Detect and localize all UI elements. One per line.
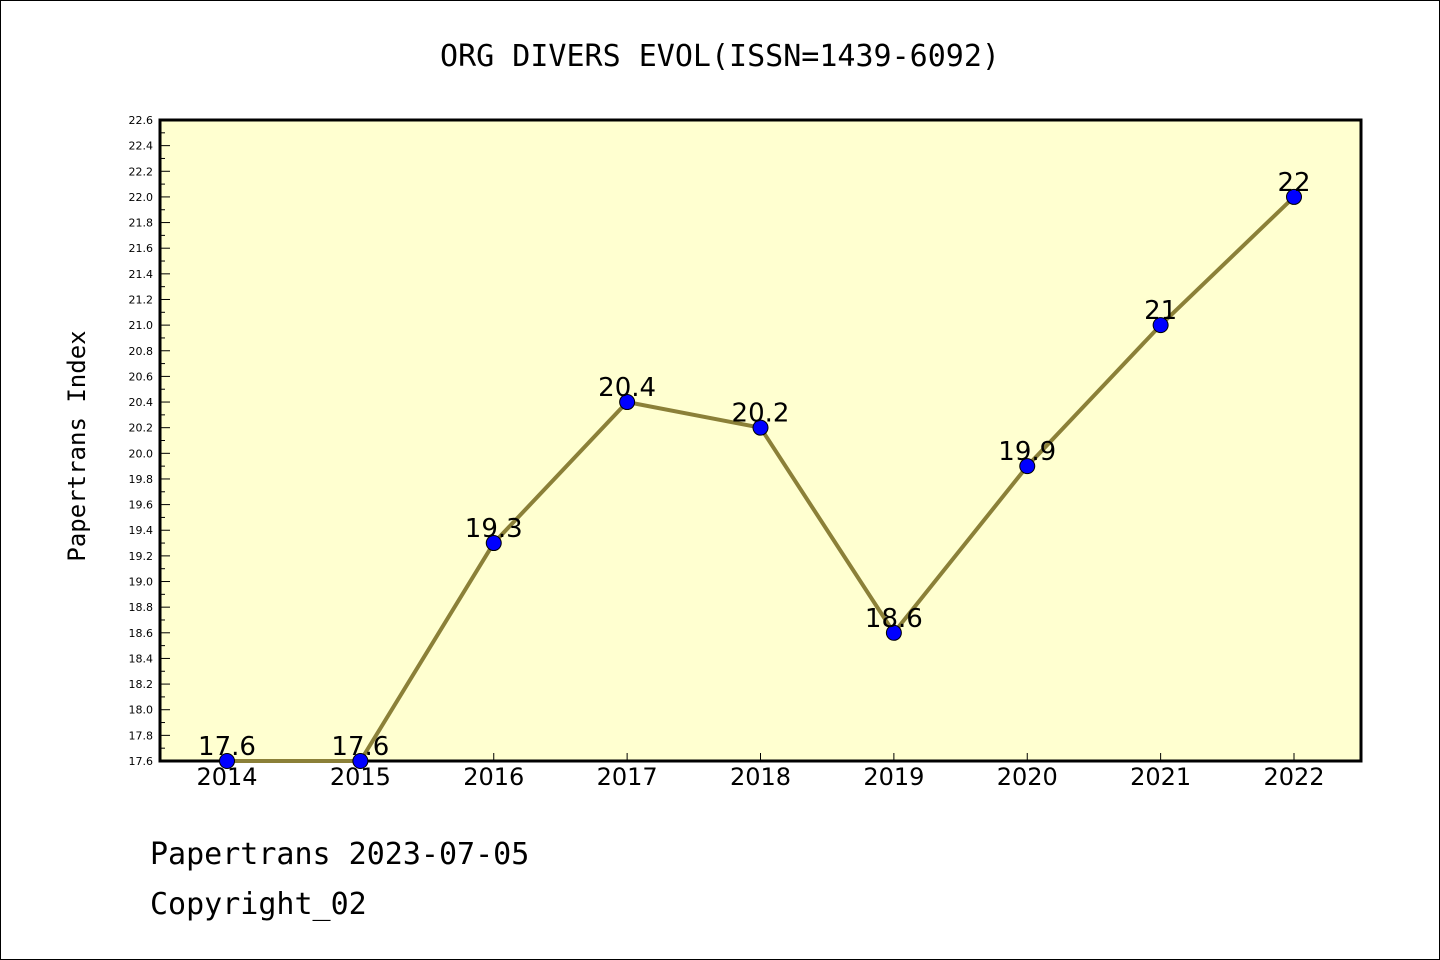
y-tick-label: 21.6	[129, 242, 154, 255]
x-axis: 2014 2015 2016 2017 2018 2019 2020 2021 2022	[196, 753, 1325, 791]
x-tick-label: 2021	[1130, 763, 1191, 791]
data-point	[619, 394, 636, 411]
x-tick-label: 2022	[1263, 763, 1324, 791]
series-layer: 17.6 17.6 19.3 20.4 20.2 18.6 19.9 21 22	[198, 168, 1311, 769]
data-point	[1286, 188, 1302, 205]
x-tick-label: 2016	[463, 763, 524, 791]
data-label: 18.6	[865, 604, 923, 634]
y-tick-label: 21.8	[129, 217, 154, 230]
y-tick-label: 20.8	[129, 345, 154, 358]
data-label: 17.6	[198, 732, 256, 762]
data-point	[1152, 317, 1169, 334]
y-tick-label: 19.6	[129, 499, 154, 512]
y-tick-label: 19.8	[129, 473, 154, 486]
footer-copyright: Copyright_02	[150, 887, 367, 922]
data-point	[485, 535, 502, 552]
y-tick-label: 17.8	[129, 729, 154, 742]
y-tick-label: 20.2	[129, 422, 154, 435]
data-label: 19.9	[998, 437, 1056, 467]
y-tick-label: 20.4	[129, 396, 154, 409]
data-label: 19.3	[465, 514, 523, 544]
data-label: 21	[1144, 296, 1177, 326]
y-tick-label: 22.2	[129, 165, 154, 178]
y-tick-label: 18.0	[129, 704, 154, 717]
y-tick-label: 18.4	[129, 652, 154, 665]
y-tick-label: 18.8	[129, 601, 154, 614]
y-tick-label: 22.0	[129, 191, 154, 204]
y-tick-label: 22.6	[129, 114, 154, 127]
data-label: 17.6	[331, 732, 389, 762]
x-tick-label: 2019	[863, 763, 924, 791]
y-axis: 17.6 17.8 18.0 18.2 18.4 18.6 18.8 19.0 19.2 19.4…	[129, 114, 170, 768]
x-tick-label: 2018	[730, 763, 791, 791]
y-tick-label: 20.0	[129, 447, 154, 460]
y-tick-label: 19.4	[129, 524, 154, 537]
y-tick-label: 18.2	[129, 678, 154, 691]
data-label: 20.4	[598, 373, 656, 403]
chart-title: ORG DIVERS EVOL(ISSN=1439-6092)	[440, 39, 1000, 74]
y-tick-label: 20.6	[129, 370, 154, 383]
plot-area	[158, 118, 1363, 763]
y-tick-label: 21.0	[129, 319, 154, 332]
y-tick-label: 17.6	[129, 755, 154, 768]
y-tick-label: 21.2	[129, 293, 154, 306]
x-tick-label: 2020	[997, 763, 1058, 791]
footer-date: Papertrans 2023-07-05	[150, 837, 529, 872]
y-tick-label: 22.4	[129, 140, 154, 153]
x-tick-label: 2017	[597, 763, 658, 791]
data-point	[752, 419, 769, 436]
data-label: 22	[1277, 168, 1310, 198]
data-point	[1019, 458, 1036, 475]
y-tick-label: 19.2	[129, 550, 154, 563]
y-tick-label: 21.4	[129, 268, 154, 281]
data-label: 20.2	[732, 399, 790, 429]
data-point	[219, 753, 235, 769]
data-point	[352, 753, 369, 769]
y-axis-label: Papertrans Index	[63, 330, 91, 561]
y-tick-label: 18.6	[129, 627, 154, 640]
data-point	[885, 624, 902, 641]
y-tick-label: 19.0	[129, 576, 154, 589]
